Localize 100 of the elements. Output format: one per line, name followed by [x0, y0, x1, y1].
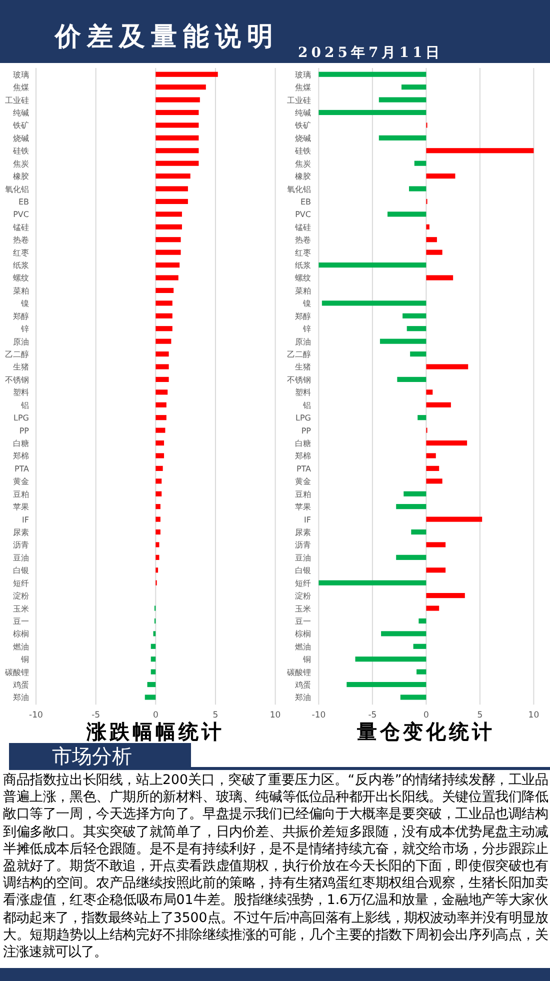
bar	[322, 300, 426, 306]
bar	[156, 288, 174, 294]
bar	[396, 504, 426, 510]
bar	[426, 593, 465, 598]
bar	[426, 478, 442, 484]
y-tick-label: 镍	[20, 299, 29, 308]
y-tick-label: 铜	[20, 655, 29, 664]
y-tick-label: 螺纹	[13, 274, 29, 283]
bar	[400, 694, 426, 700]
y-tick-label: 红枣	[13, 248, 29, 258]
text: 商品指数拉出长阳线，站上200关口，突破了重要压力区。“反内卷”的情绪持续发酵，工业品普遍上涨，黑色、广期所的新材料、玻璃、纯碱等低位品种都开出长阳线。关键位置我们降低敞口等了一周，今天选择方向了。早盘提示我们已经偏向于大概率是要突破，工业品也调结构到偏多敞口。其实突破了就简单了，日内价差、共振价差短多跟随，没有成本优势尾盘主动减半摊低成本后轻仓跟随。是不是有持续利好，是不是情绪持续亢奋，就交给市场，分步跟踪止盈就好了。期货不敢追，开点卖看跌虚值期权，执行价放在今天长阳的下面，即使假突破也有调结构的空间。农产品继续按照此前的策略，持有生猪鸡蛋红枣期权组合观察，生猪长阳加卖看涨虚值，红枣企稳低吸布局01牛差。股指继续强势，1.6万亿温和放量，金融地产等大家伙都动起来了，指数最终站上了3500点。不过午后冲高回落有上影线，期权波动率并没有明显放大。短期趋势以上结构完好不排除继续推涨的可能，几个主要的指数下周初会出序列高点，关注涨速就可以了。	[3, 773, 548, 960]
bar	[414, 160, 426, 166]
y-tick-label: 铁矿	[12, 121, 29, 130]
y-tick-label: 橡胶	[13, 172, 29, 182]
bar	[156, 212, 182, 217]
bar	[409, 186, 426, 192]
y-tick-label: 鸡蛋	[294, 680, 311, 690]
y-tick-label: PTA	[296, 464, 312, 474]
bar	[150, 669, 156, 674]
bar	[426, 237, 437, 242]
bar	[426, 390, 433, 395]
y-tick-label: 豆粕	[13, 490, 29, 499]
y-tick-label: PP	[301, 426, 312, 436]
bar	[156, 568, 158, 573]
y-tick-label: 白银	[13, 566, 29, 576]
text: 市场分析	[52, 744, 132, 768]
y-tick-label: 焦煤	[13, 83, 29, 92]
y-tick-label: 白银	[295, 566, 311, 576]
y-tick-label: EB	[300, 197, 311, 206]
bar	[418, 618, 426, 624]
y-tick-label: 塑料	[295, 388, 311, 398]
y-tick-label: 热卷	[295, 236, 311, 245]
y-tick-label: 焦炭	[295, 159, 311, 168]
y-tick-label: 白糖	[13, 439, 29, 448]
y-tick-label: 螺纹	[295, 274, 311, 283]
y-tick-label: 郑油	[13, 693, 29, 702]
y-tick-label: 玻璃	[295, 70, 311, 80]
bar	[426, 364, 468, 370]
bar	[156, 326, 172, 332]
bar	[156, 262, 180, 268]
bar	[156, 516, 160, 522]
y-tick-label: 沥青	[295, 540, 311, 550]
y-tick-label: 纸浆	[295, 261, 311, 270]
bar	[150, 644, 156, 649]
y-tick-label: 乙二醇	[287, 350, 311, 360]
y-tick-label: 苹果	[295, 502, 311, 512]
y-tick-label: 尿素	[295, 528, 311, 537]
bar	[156, 300, 172, 306]
bar	[404, 491, 426, 496]
y-tick-label: 玉米	[295, 604, 311, 614]
bar	[388, 212, 426, 217]
y-tick-label: 郑醇	[295, 312, 311, 321]
y-tick-label: 红枣	[295, 248, 311, 258]
bar	[426, 148, 534, 154]
bar	[355, 656, 426, 662]
bar	[411, 529, 426, 535]
bar	[156, 542, 160, 548]
bar	[156, 504, 160, 510]
y-tick-label: 硅铁	[12, 146, 29, 156]
bar	[426, 174, 456, 179]
x-tick-label: -10	[312, 710, 326, 721]
y-tick-label: 豆粕	[295, 490, 311, 499]
bar	[150, 656, 156, 662]
y-tick-label: 橡胶	[295, 172, 311, 182]
y-tick-label: PVC	[13, 210, 30, 220]
y-tick-label: 铝	[20, 400, 29, 410]
y-tick-label: 铁矿	[294, 121, 311, 130]
bar	[156, 110, 199, 116]
bar	[156, 160, 199, 166]
y-tick-label: LPG	[296, 414, 311, 423]
y-tick-label: 原油	[295, 337, 311, 346]
bar	[410, 351, 426, 357]
y-tick-label: 工业硅	[5, 96, 29, 105]
bar	[156, 338, 172, 344]
y-tick-label: 苹果	[13, 502, 29, 512]
bar	[426, 250, 442, 255]
bar	[156, 415, 166, 420]
y-tick-label: 锌	[20, 324, 29, 334]
bar	[426, 224, 430, 230]
x-tick-label: 10	[270, 710, 281, 721]
bar	[378, 135, 426, 140]
bar	[406, 326, 426, 332]
bar	[413, 644, 426, 649]
y-tick-label: 菜粕	[13, 286, 29, 296]
x-tick-label: 5	[477, 710, 483, 721]
bar	[156, 466, 163, 471]
bar	[156, 351, 169, 357]
bar	[156, 186, 188, 192]
bar	[156, 84, 206, 90]
y-tick-label: 豆一	[295, 616, 311, 626]
bar	[426, 606, 440, 611]
bar	[426, 466, 440, 471]
bar	[318, 262, 426, 268]
y-tick-label: 烧碱	[13, 134, 29, 143]
y-tick-label: 豆油	[295, 553, 311, 562]
y-tick-label: 锰硅	[294, 222, 311, 232]
y-tick-label: 沥青	[13, 540, 29, 550]
y-tick-label: PP	[19, 426, 30, 436]
text: 量仓变化统计	[356, 720, 496, 744]
x-tick-label: -5	[92, 710, 100, 721]
